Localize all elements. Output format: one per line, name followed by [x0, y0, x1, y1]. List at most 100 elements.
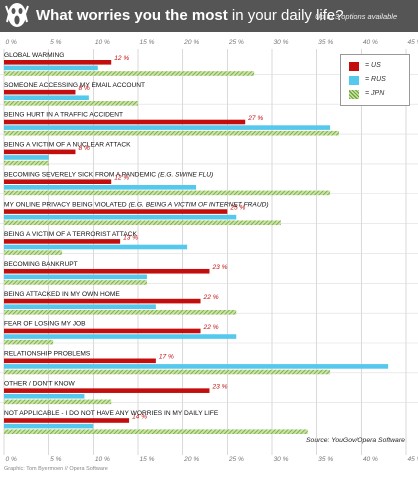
value-label-us: 23 % — [211, 264, 227, 271]
bar-jpn — [4, 369, 331, 375]
x-tick-label-top: 5 % — [50, 39, 61, 46]
x-tick-label-bottom: 40 % — [363, 456, 378, 463]
bar-rus — [4, 304, 156, 309]
bar-jpn — [4, 71, 255, 76]
legend-label-us: = US — [365, 62, 381, 69]
x-tick-label-bottom: 0 % — [6, 456, 17, 463]
bar-jpn — [4, 399, 112, 405]
category-label: BECOMING SEVERELY SICK FROM A PANDEMIC (… — [4, 171, 213, 178]
category-label: FEAR OF LOSING MY JOB — [4, 321, 86, 328]
bar-us — [4, 388, 210, 393]
x-tick-label-bottom: 20 % — [183, 456, 199, 463]
value-label-us: 12 % — [114, 175, 129, 182]
category-label: GLOBAL WARMING — [4, 52, 64, 59]
x-tick-label-top: 20 % — [183, 39, 199, 46]
category-label: BECOMING BANKRUPT — [4, 261, 78, 268]
bar-jpn — [4, 429, 308, 434]
x-tick-label-bottom: 15 % — [140, 456, 155, 463]
category-label: BEING A VICTIM OF A TERRORIST ATTACK — [4, 231, 137, 238]
graphic-credit: Graphic: Tom Byermoen // Opera Software — [4, 466, 108, 472]
chart-legend: = US = RUS = JPN — [340, 54, 410, 106]
bar-us — [4, 328, 201, 334]
chart-title: What worries you the most in your daily … — [36, 7, 344, 24]
bar-us — [4, 418, 130, 423]
bar-rus — [4, 423, 94, 429]
bar-us — [4, 149, 76, 155]
value-label-us: 12 % — [114, 55, 129, 62]
bar-rus — [4, 393, 85, 399]
bar-us — [4, 179, 112, 184]
chart-title-bold: What worries you the most — [36, 7, 228, 24]
value-label-us: 14 % — [132, 413, 147, 420]
category-label: RELATIONSHIP PROBLEMS — [4, 351, 91, 358]
bar-us — [4, 119, 246, 125]
x-tick-label-bottom: 5 % — [50, 456, 61, 463]
chart-subtitle: Up to 3 options available — [315, 12, 398, 21]
bar-rus — [4, 364, 389, 369]
value-label-us: 8 % — [78, 145, 89, 152]
bar-rus — [4, 185, 197, 190]
value-label-us: 22 % — [203, 294, 219, 301]
x-tick-label-bottom: 35 % — [318, 456, 333, 463]
bar-us — [4, 298, 201, 304]
bar-us — [4, 209, 228, 214]
x-tick-label-top: 25 % — [228, 39, 244, 46]
bar-us — [4, 239, 121, 244]
bar-rus — [4, 274, 147, 280]
category-label: BEING HURT IN A TRAFFIC ACCIDENT — [4, 112, 123, 119]
x-tick-label-top: 35 % — [318, 39, 333, 46]
x-tick-label-top: 40 % — [363, 39, 378, 46]
legend-swatch-rus — [349, 76, 359, 85]
bar-jpn — [4, 310, 237, 315]
legend-label-rus: = RUS — [365, 76, 386, 83]
bar-jpn — [4, 220, 281, 226]
bar-rus — [4, 334, 237, 339]
value-label-us: 23 % — [211, 384, 227, 391]
value-label-us: 27 % — [247, 115, 263, 122]
bar-rus — [4, 214, 237, 220]
category-label: MY ONLINE PRIVACY BEING VIOLATED (E.G. B… — [4, 201, 269, 208]
bar-rus — [4, 125, 331, 130]
chart-header: What worries you the most in your daily … — [0, 0, 418, 32]
bar-rus — [4, 65, 98, 71]
value-label-us: 25 % — [229, 204, 245, 211]
bar-jpn — [4, 101, 138, 106]
bar-jpn — [4, 339, 54, 345]
x-tick-label-bottom: 25 % — [228, 456, 244, 463]
x-tick-label-top: 0 % — [6, 39, 17, 46]
bar-us — [4, 89, 76, 95]
category-label: OTHER / DON'T KNOW — [4, 380, 76, 387]
bar-jpn — [4, 190, 331, 196]
bar-rus — [4, 155, 49, 160]
x-tick-label-bottom: 10 % — [95, 456, 110, 463]
bar-jpn — [4, 280, 147, 285]
value-label-us: 13 % — [123, 234, 138, 241]
chart-title-rest: in your daily life? — [227, 7, 344, 24]
x-tick-label-top: 45 % — [408, 39, 418, 46]
value-label-us: 17 % — [159, 354, 174, 361]
value-label-us: 22 % — [203, 324, 219, 331]
bar-jpn — [4, 130, 339, 136]
x-tick-label-top: 30 % — [274, 39, 289, 46]
legend-swatch-us — [349, 62, 359, 71]
category-label: BEING ATTACKED IN MY OWN HOME — [4, 291, 120, 298]
source-note: Source: YouGov/Opera Software — [306, 437, 405, 444]
bar-us — [4, 268, 210, 274]
x-tick-label-bottom: 45 % — [408, 456, 418, 463]
bar-us — [4, 60, 112, 65]
bar-jpn — [4, 250, 63, 255]
x-tick-label-bottom: 30 % — [274, 456, 289, 463]
bar-us — [4, 358, 156, 364]
bar-jpn — [4, 160, 49, 166]
x-tick-label-top: 15 % — [140, 39, 155, 46]
bar-rus — [4, 244, 188, 250]
bar-rus — [4, 95, 89, 101]
category-label: NOT APPLICABLE - I DO NOT HAVE ANY WORRI… — [4, 410, 219, 417]
x-tick-label-top: 10 % — [95, 39, 110, 46]
category-label: BEING A VICTIM OF A NUCLEAR ATTACK — [4, 142, 131, 149]
scream-logo-icon — [5, 3, 29, 27]
legend-label-jpn: = JPN — [365, 90, 385, 97]
value-label-us: 8 % — [78, 85, 89, 92]
legend-swatch-jpn — [349, 90, 359, 99]
